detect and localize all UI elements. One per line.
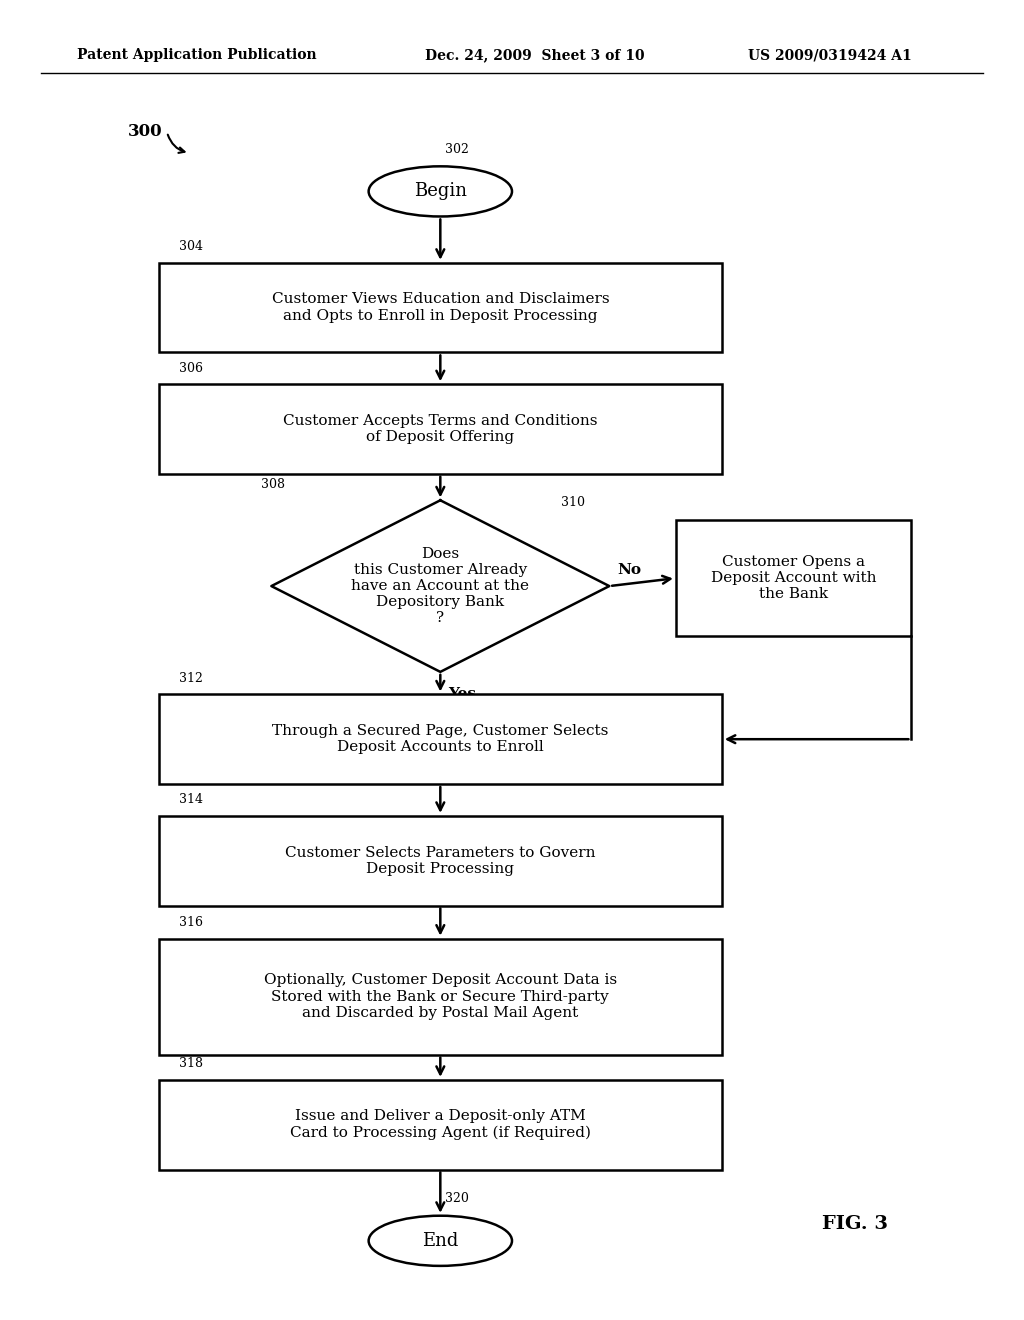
Text: 312: 312 xyxy=(179,672,203,685)
Text: 306: 306 xyxy=(179,362,203,375)
FancyBboxPatch shape xyxy=(159,816,722,906)
FancyBboxPatch shape xyxy=(159,384,722,474)
Text: Through a Secured Page, Customer Selects
Deposit Accounts to Enroll: Through a Secured Page, Customer Selects… xyxy=(272,725,608,754)
FancyBboxPatch shape xyxy=(159,263,722,352)
Text: 308: 308 xyxy=(261,478,285,491)
Text: No: No xyxy=(617,564,641,577)
Text: 320: 320 xyxy=(445,1192,469,1205)
Text: Does
this Customer Already
have an Account at the
Depository Bank
?: Does this Customer Already have an Accou… xyxy=(351,546,529,626)
Text: Patent Application Publication: Patent Application Publication xyxy=(77,49,316,62)
Text: Customer Views Education and Disclaimers
and Opts to Enroll in Deposit Processin: Customer Views Education and Disclaimers… xyxy=(271,293,609,322)
Text: Yes: Yes xyxy=(449,688,476,701)
FancyBboxPatch shape xyxy=(159,694,722,784)
Text: 316: 316 xyxy=(179,916,203,929)
FancyBboxPatch shape xyxy=(159,939,722,1055)
Ellipse shape xyxy=(369,1216,512,1266)
Text: 314: 314 xyxy=(179,793,203,807)
Text: FIG. 3: FIG. 3 xyxy=(822,1214,888,1233)
Text: Customer Selects Parameters to Govern
Deposit Processing: Customer Selects Parameters to Govern De… xyxy=(285,846,596,875)
Text: 304: 304 xyxy=(179,240,203,253)
Text: Customer Opens a
Deposit Account with
the Bank: Customer Opens a Deposit Account with th… xyxy=(711,554,877,602)
Text: Issue and Deliver a Deposit-only ATM
Card to Processing Agent (if Required): Issue and Deliver a Deposit-only ATM Car… xyxy=(290,1109,591,1140)
Text: Dec. 24, 2009  Sheet 3 of 10: Dec. 24, 2009 Sheet 3 of 10 xyxy=(425,49,644,62)
FancyBboxPatch shape xyxy=(676,520,911,636)
Text: Begin: Begin xyxy=(414,182,467,201)
Text: US 2009/0319424 A1: US 2009/0319424 A1 xyxy=(748,49,911,62)
FancyBboxPatch shape xyxy=(159,1080,722,1170)
Polygon shape xyxy=(271,500,609,672)
Text: Optionally, Customer Deposit Account Data is
Stored with the Bank or Secure Thir: Optionally, Customer Deposit Account Dat… xyxy=(264,973,616,1020)
Text: 302: 302 xyxy=(445,143,469,156)
Text: 318: 318 xyxy=(179,1057,203,1071)
Text: End: End xyxy=(422,1232,459,1250)
Text: Customer Accepts Terms and Conditions
of Deposit Offering: Customer Accepts Terms and Conditions of… xyxy=(283,414,598,444)
Ellipse shape xyxy=(369,166,512,216)
Text: 310: 310 xyxy=(561,496,585,510)
Text: 300: 300 xyxy=(128,124,163,140)
